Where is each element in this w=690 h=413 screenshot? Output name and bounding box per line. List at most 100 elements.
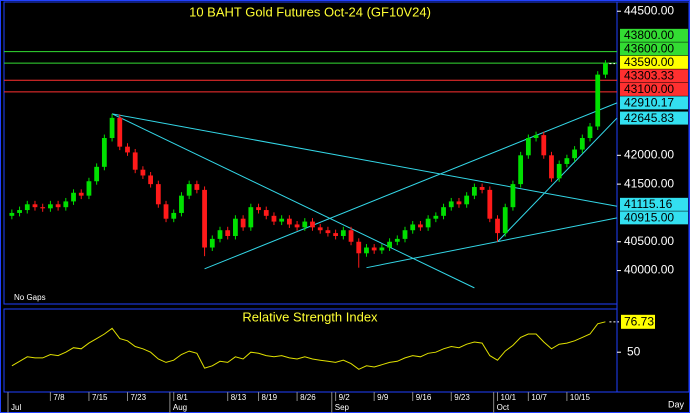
x-tick-label: 7/23 (130, 393, 146, 402)
trendline (111, 113, 618, 207)
candle-body (425, 218, 431, 228)
candle-body (579, 138, 585, 150)
y-tick-label: 40000.00 (624, 263, 674, 277)
candle-body (479, 187, 485, 190)
candle-body (587, 126, 593, 139)
candle-body (179, 195, 184, 213)
candle-body (217, 230, 223, 239)
candle-body (410, 224, 416, 231)
candle-body (471, 187, 477, 196)
month-label: Jul (11, 403, 21, 412)
candle-body (40, 207, 46, 209)
candle-body (48, 204, 53, 209)
level-label: 43303.33 (624, 69, 674, 83)
candle-body (248, 207, 254, 228)
candle-body (418, 224, 423, 228)
candle-body (17, 210, 22, 213)
level-box (620, 55, 688, 69)
candle-body (202, 189, 207, 248)
candle-body (348, 230, 354, 242)
candle-body (371, 247, 377, 251)
candle-body (55, 204, 61, 208)
candle-body (595, 74, 601, 127)
month-label: Sep (335, 403, 350, 412)
candle-body (518, 155, 524, 185)
x-tick-label: 7/8 (53, 393, 65, 402)
x-tick-label: 10/15 (570, 393, 591, 402)
candle-body (402, 230, 408, 239)
level-label: 42910.17 (624, 96, 674, 110)
candle-body (256, 207, 261, 211)
candle-body (117, 117, 123, 147)
candle-body (487, 189, 493, 219)
level-box (620, 211, 688, 225)
candle-body (356, 241, 362, 254)
rsi-value-label: 76.73 (624, 314, 654, 328)
candle-body (333, 233, 339, 236)
candle-body (101, 138, 107, 167)
candle-body (394, 238, 400, 242)
level-box (620, 111, 688, 125)
candle-body (302, 221, 308, 228)
candle-body (271, 215, 277, 222)
candle-body (148, 175, 154, 185)
candle-body (325, 230, 331, 234)
candle-body (163, 204, 169, 219)
candle-body (132, 152, 138, 170)
candle-body (171, 212, 177, 219)
candle-body (194, 184, 200, 190)
rsi-tick-label: 50 (627, 344, 641, 358)
candle-body (448, 201, 454, 208)
candle-body (186, 184, 192, 196)
level-box (620, 82, 688, 96)
candle-body (541, 135, 547, 156)
candle-body (340, 230, 346, 236)
rsi-line (11, 321, 606, 370)
x-tick-label: 9/23 (454, 393, 470, 402)
candle-body (379, 247, 385, 251)
candle-body (441, 207, 446, 216)
x-tick-label: 10/1 (501, 393, 517, 402)
candle-body (525, 138, 531, 156)
candle-body (125, 146, 130, 153)
level-label: 43600.00 (624, 42, 674, 56)
x-unit-label: Day (668, 399, 685, 409)
candle-body (32, 204, 38, 208)
candle-body (464, 195, 470, 205)
y-tick-label: 44500.00 (624, 3, 674, 17)
trendline (366, 217, 618, 269)
rsi-title: Relative Strength Index (242, 309, 378, 324)
candle-body (109, 117, 115, 139)
candle-body (233, 218, 238, 236)
level-box (620, 197, 688, 211)
x-tick-label: 8/13 (231, 393, 247, 402)
level-label: 43590.00 (624, 55, 674, 69)
level-box (620, 69, 688, 83)
month-label: Oct (497, 403, 510, 412)
level-label: 43100.00 (624, 82, 674, 96)
candle-body (456, 201, 462, 205)
candle-body (502, 207, 508, 234)
x-tick-label: 9/2 (339, 393, 351, 402)
level-box (620, 28, 688, 42)
y-tick-label: 42000.00 (624, 147, 674, 161)
candle-body (564, 158, 570, 164)
candle-body (63, 201, 69, 208)
candle-body (286, 218, 292, 225)
trendline (204, 102, 618, 270)
candle-body (364, 247, 369, 254)
candle-body (155, 184, 161, 205)
candle-body (294, 224, 300, 228)
corner-note: No Gaps (14, 293, 46, 302)
candle-body (263, 210, 269, 216)
level-box (620, 96, 688, 110)
x-tick-label: 8/1 (177, 393, 189, 402)
x-tick-label: 7/15 (92, 393, 108, 402)
candle-body (225, 230, 231, 236)
trendline (111, 113, 475, 289)
trendline (497, 117, 618, 243)
candle-body (9, 212, 15, 216)
y-tick-label: 41500.00 (624, 176, 674, 190)
